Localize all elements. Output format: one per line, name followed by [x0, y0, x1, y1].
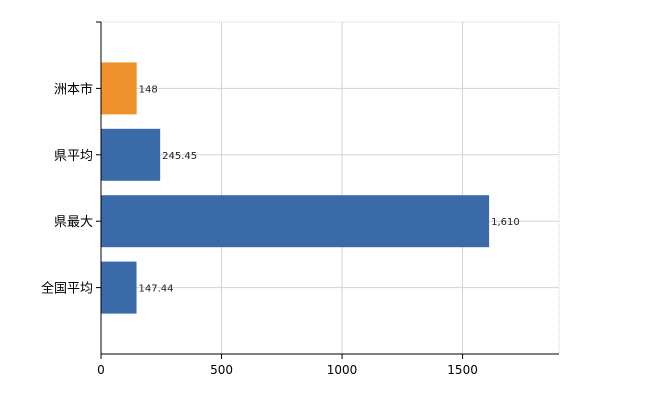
x-tick-label-1: 500 — [210, 363, 233, 377]
grid-layer — [101, 21, 560, 354]
bar-1 — [101, 128, 161, 181]
category-label-3: 全国平均 — [41, 281, 93, 297]
x-tick-label-0: 0 — [97, 363, 105, 377]
bar-2 — [101, 195, 490, 248]
bar-3 — [101, 261, 137, 314]
data-label-3: 147.44 — [139, 284, 174, 295]
data-label-2: 1,610 — [491, 217, 520, 228]
data-label-layer: 148 245.45 1,610 147.44 — [139, 84, 520, 294]
category-label-1: 県平均 — [54, 149, 93, 164]
category-label-0: 洲本市 — [54, 81, 93, 97]
data-label-0: 148 — [139, 84, 158, 95]
bar-layer — [101, 62, 490, 314]
x-tick-label-2: 1000 — [327, 363, 358, 377]
bar-0 — [101, 62, 137, 115]
x-tick-label-3: 1500 — [447, 363, 478, 377]
data-label-1: 245.45 — [162, 151, 197, 162]
category-label-2: 県最大 — [54, 215, 93, 230]
